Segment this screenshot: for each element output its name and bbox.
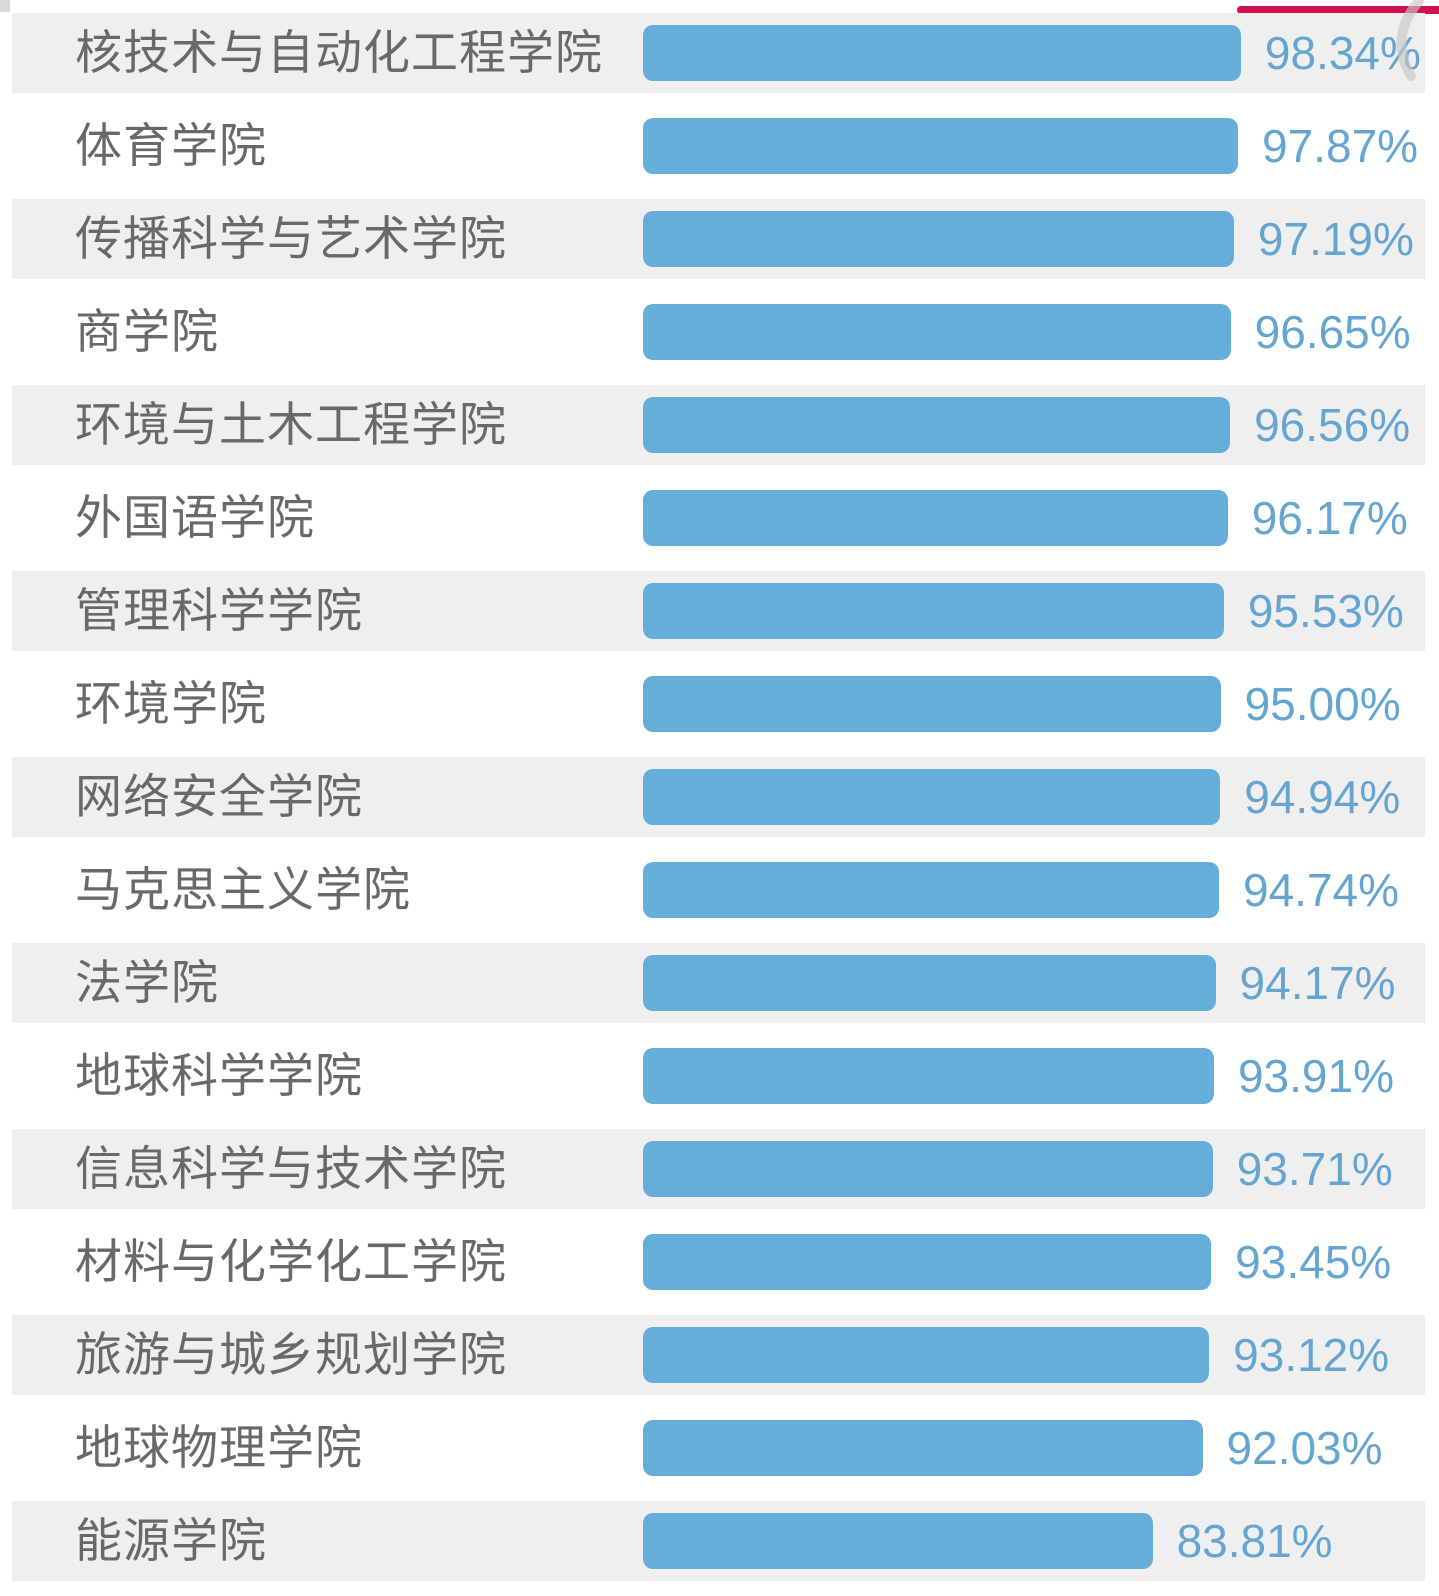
value-label: 93.45% xyxy=(1235,1236,1392,1288)
value-label: 93.91% xyxy=(1237,1050,1394,1102)
bar-track: 93.12% xyxy=(643,1315,1389,1395)
bar xyxy=(643,1327,1210,1383)
bar-track: 93.45% xyxy=(643,1222,1391,1302)
value-label: 96.65% xyxy=(1254,306,1411,358)
bar xyxy=(643,304,1231,360)
bar xyxy=(643,676,1221,732)
category-label: 旅游与城乡规划学院 xyxy=(75,1328,507,1381)
bar xyxy=(643,1420,1203,1476)
bar-track: 93.71% xyxy=(643,1129,1393,1209)
category-label: 信息科学与技术学院 xyxy=(75,1142,507,1195)
chart-row: 商学院 96.65% xyxy=(12,292,1425,372)
bar xyxy=(643,1048,1214,1104)
bar xyxy=(643,1141,1213,1197)
bar-track: 94.74% xyxy=(643,850,1399,930)
value-label: 98.34% xyxy=(1264,27,1421,79)
chart-row: 地球物理学院 92.03% xyxy=(12,1408,1425,1488)
category-label: 环境学院 xyxy=(75,677,267,730)
category-label: 马克思主义学院 xyxy=(75,863,411,916)
bar-track: 98.34% xyxy=(643,13,1421,93)
category-label: 环境与土木工程学院 xyxy=(75,398,507,451)
bar-track: 94.17% xyxy=(643,943,1396,1023)
bar xyxy=(643,118,1239,174)
chart-row: 管理科学学院 95.53% xyxy=(12,571,1425,651)
bar-track: 93.91% xyxy=(643,1036,1394,1116)
chart-row: 网络安全学院 94.94% xyxy=(12,757,1425,837)
category-label: 材料与化学化工学院 xyxy=(75,1235,507,1288)
category-label: 核技术与自动化工程学院 xyxy=(75,26,603,79)
bar-chart: 核技术与自动化工程学院 98.34% 体育学院 97.87% 传播科学与艺术学院 97.1… xyxy=(12,13,1425,1594)
bar xyxy=(643,211,1234,267)
chart-row: 地球科学学院 93.91% xyxy=(12,1036,1425,1116)
category-label: 能源学院 xyxy=(75,1514,267,1567)
value-label: 94.17% xyxy=(1239,957,1396,1009)
bar xyxy=(643,25,1241,81)
chart-row: 马克思主义学院 94.74% xyxy=(12,850,1425,930)
value-label: 97.87% xyxy=(1262,120,1419,172)
chart-row: 体育学院 97.87% xyxy=(12,106,1425,186)
category-label: 商学院 xyxy=(75,305,219,358)
category-label: 法学院 xyxy=(75,956,219,1009)
bar-track: 96.56% xyxy=(643,385,1410,465)
bar-track: 92.03% xyxy=(643,1408,1383,1488)
bar xyxy=(643,955,1216,1011)
bar xyxy=(643,1513,1153,1569)
cropped-content-fragment xyxy=(0,0,10,12)
bar-track: 95.00% xyxy=(643,664,1401,744)
chart-row: 外国语学院 96.17% xyxy=(12,478,1425,558)
value-label: 96.56% xyxy=(1254,399,1411,451)
value-label: 93.71% xyxy=(1236,1143,1393,1195)
value-label: 94.94% xyxy=(1244,771,1401,823)
bar xyxy=(643,397,1231,453)
category-label: 地球物理学院 xyxy=(75,1421,363,1474)
bar-track: 94.94% xyxy=(643,757,1400,837)
value-label: 94.74% xyxy=(1243,864,1400,916)
bar-track: 95.53% xyxy=(643,571,1404,651)
chart-row: 法学院 94.17% xyxy=(12,943,1425,1023)
bar-track: 97.19% xyxy=(643,199,1414,279)
bar-track: 96.17% xyxy=(643,478,1408,558)
bar xyxy=(643,1234,1212,1290)
category-label: 传播科学与艺术学院 xyxy=(75,212,507,265)
value-label: 95.00% xyxy=(1244,678,1401,730)
value-label: 92.03% xyxy=(1226,1422,1383,1474)
category-label: 地球科学学院 xyxy=(75,1049,363,1102)
chart-row: 旅游与城乡规划学院 93.12% xyxy=(12,1315,1425,1395)
bar xyxy=(643,583,1224,639)
chart-row: 传播科学与艺术学院 97.19% xyxy=(12,199,1425,279)
chart-row: 材料与化学化工学院 93.45% xyxy=(12,1222,1425,1302)
chart-row: 环境与土木工程学院 96.56% xyxy=(12,385,1425,465)
value-label: 93.12% xyxy=(1233,1329,1390,1381)
category-label: 管理科学学院 xyxy=(75,584,363,637)
value-label: 83.81% xyxy=(1176,1515,1333,1567)
bar xyxy=(643,769,1221,825)
category-label: 体育学院 xyxy=(75,119,267,172)
bar-track: 83.81% xyxy=(643,1501,1333,1581)
chart-row: 信息科学与技术学院 93.71% xyxy=(12,1129,1425,1209)
value-label: 96.17% xyxy=(1251,492,1408,544)
bar xyxy=(643,490,1228,546)
bar xyxy=(643,862,1220,918)
value-label: 97.19% xyxy=(1257,213,1414,265)
chart-row: 核技术与自动化工程学院 98.34% xyxy=(12,13,1425,93)
bar-track: 97.87% xyxy=(643,106,1418,186)
chart-row: 环境学院 95.00% xyxy=(12,664,1425,744)
bar-track: 96.65% xyxy=(643,292,1411,372)
value-label: 95.53% xyxy=(1247,585,1404,637)
red-annotation-line xyxy=(1237,6,1439,14)
chart-row: 能源学院 83.81% xyxy=(12,1501,1425,1581)
category-label: 外国语学院 xyxy=(75,491,315,544)
category-label: 网络安全学院 xyxy=(75,770,363,823)
